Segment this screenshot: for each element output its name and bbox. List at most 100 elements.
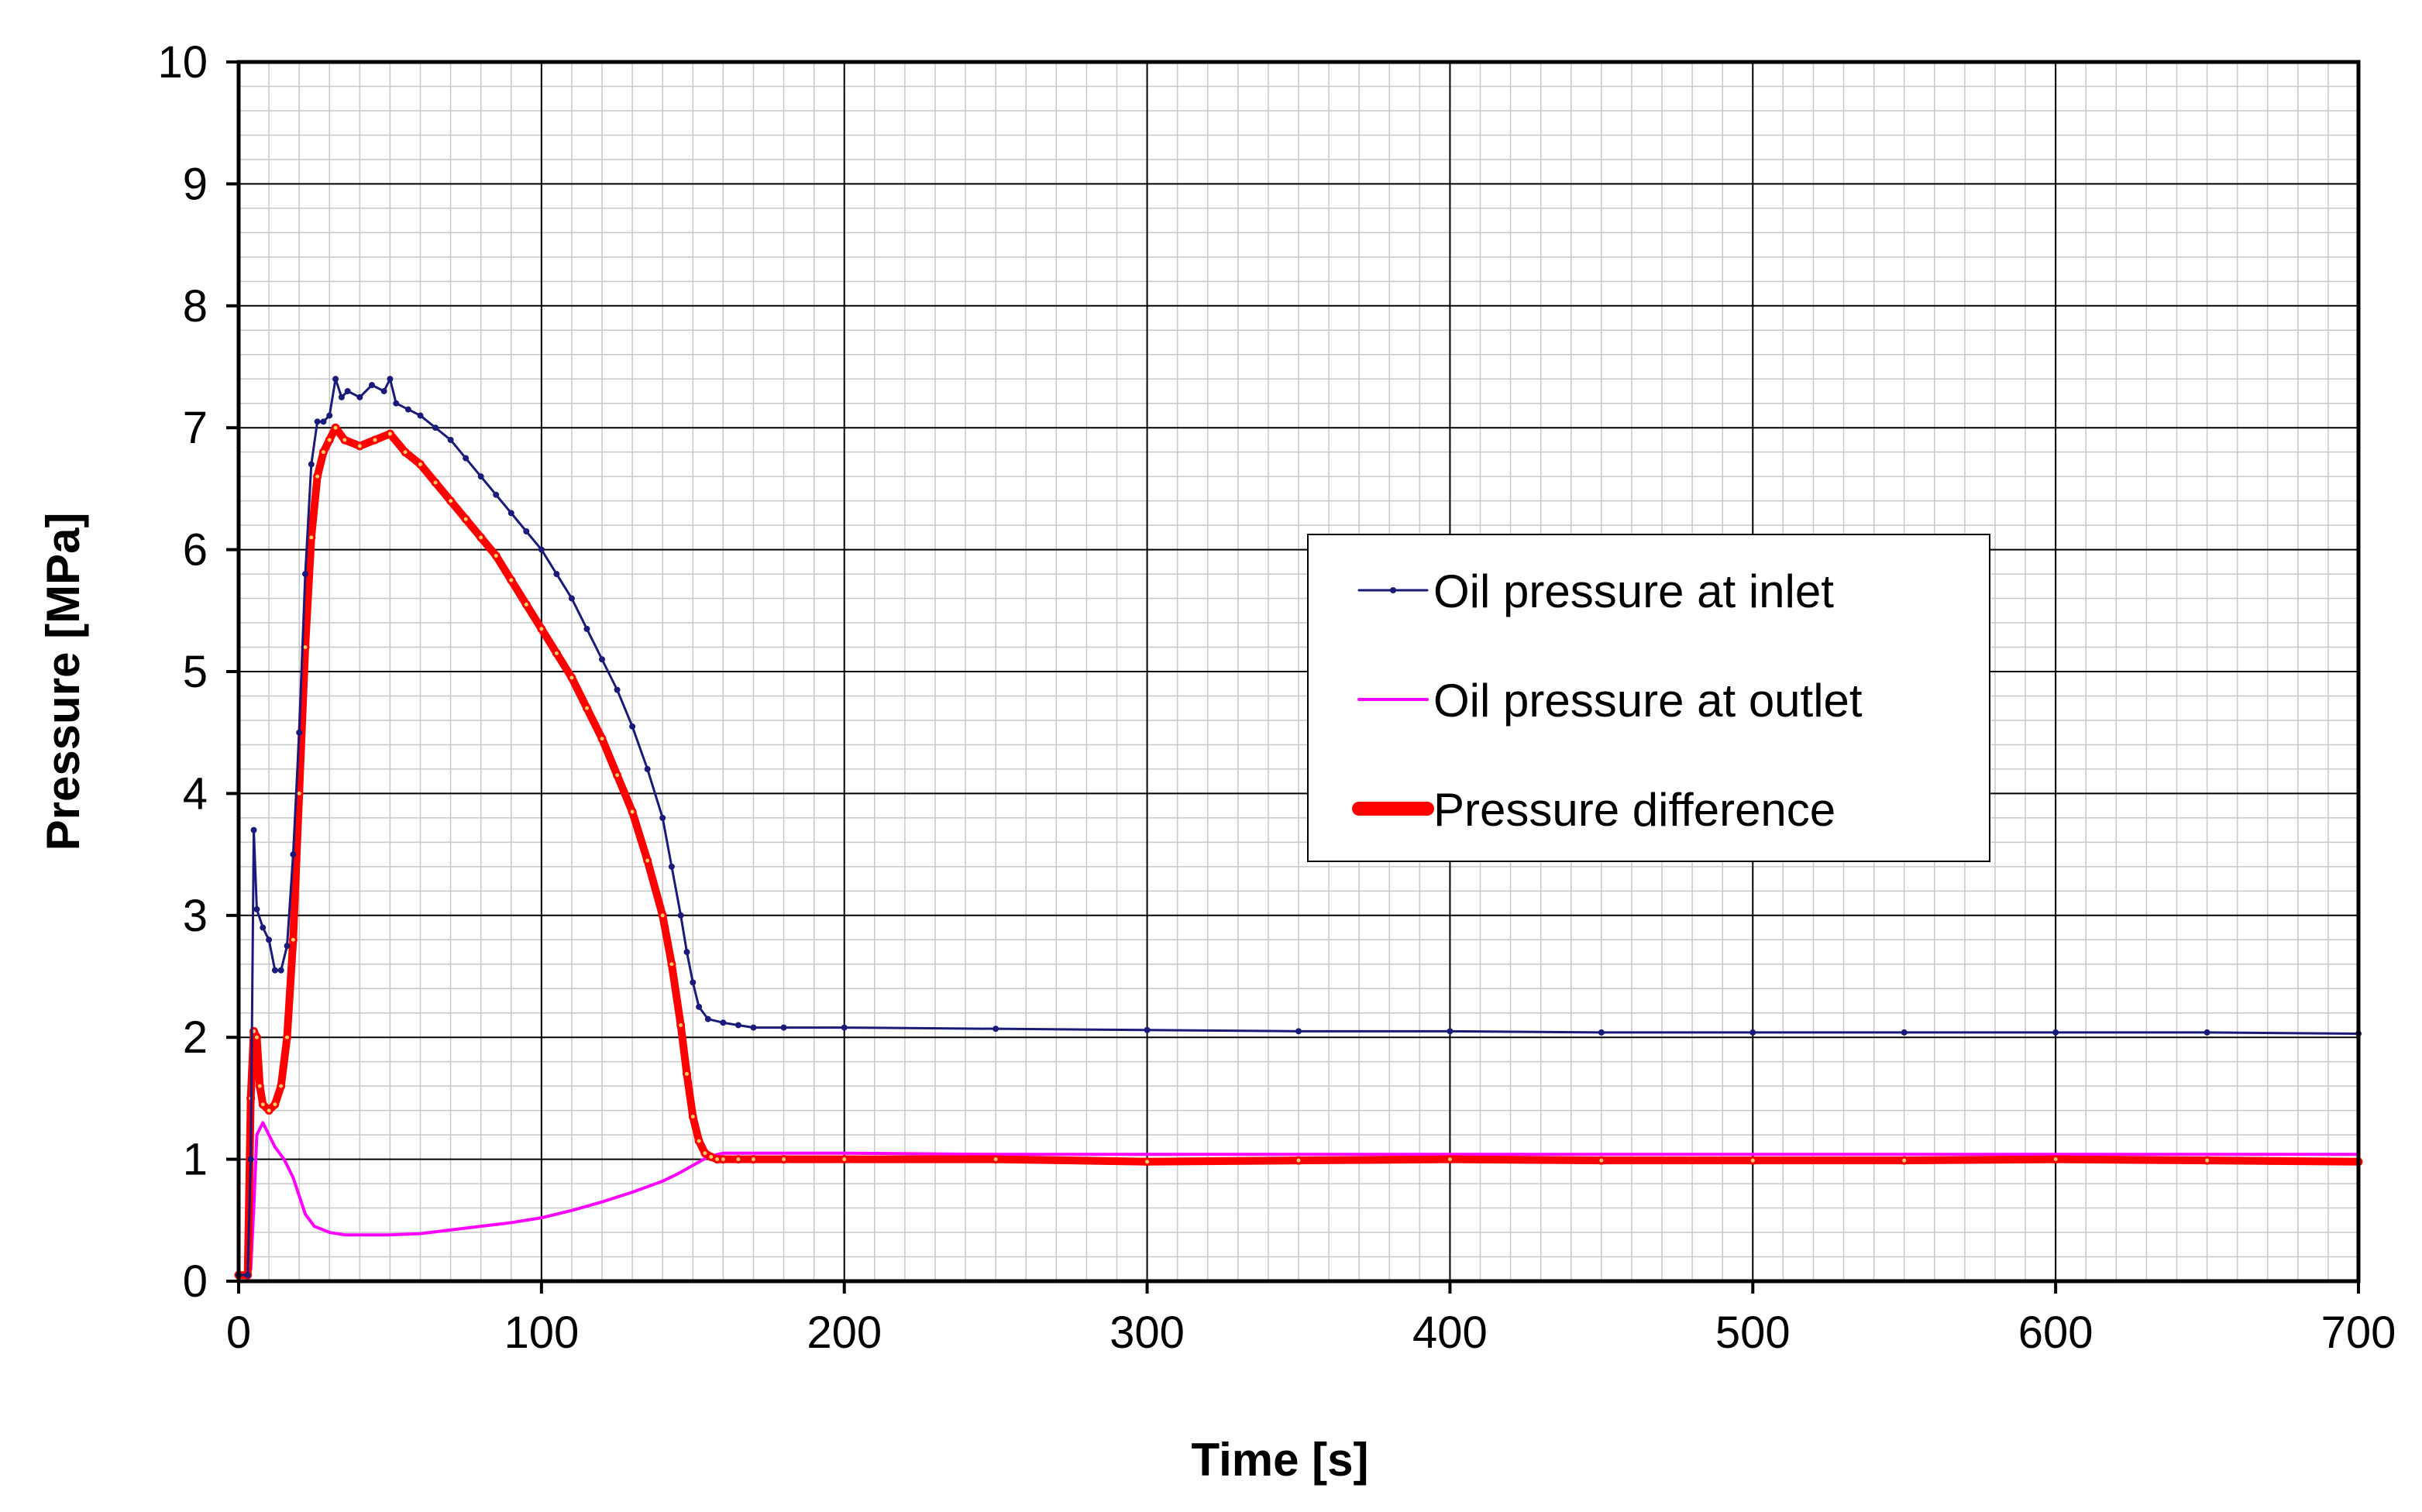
data-point <box>734 1155 743 1164</box>
data-point <box>250 826 257 833</box>
legend-label: Oil pressure at outlet <box>1433 675 1863 727</box>
data-point <box>271 967 278 974</box>
data-point <box>993 1026 999 1033</box>
data-point <box>1447 1028 1454 1035</box>
data-point <box>307 533 316 542</box>
data-point <box>523 527 530 534</box>
data-point <box>735 1022 741 1029</box>
data-point <box>393 400 400 407</box>
data-point <box>404 406 411 413</box>
data-point <box>597 734 607 744</box>
y-tick-label: 10 <box>157 37 208 88</box>
data-point <box>314 418 321 425</box>
legend: Oil pressure at inlet Oil pressure at out… <box>1307 534 1990 862</box>
y-tick-label: 0 <box>183 1256 208 1307</box>
data-point <box>301 571 308 578</box>
data-point <box>780 1024 787 1031</box>
x-tick-label: 0 <box>226 1308 251 1358</box>
data-point <box>244 1272 251 1279</box>
data-point <box>260 924 267 931</box>
data-point <box>476 533 486 542</box>
series-line <box>237 1121 2360 1277</box>
y-tick-label: 4 <box>183 768 208 819</box>
data-point <box>270 1100 280 1109</box>
data-point <box>1143 1157 1152 1167</box>
x-tick-label: 400 <box>1412 1308 1488 1358</box>
legend-entry: Oil pressure at outlet <box>1357 675 1863 727</box>
data-point <box>318 448 328 457</box>
data-point <box>696 1003 703 1010</box>
data-point <box>308 461 315 468</box>
y-axis-ticks: 0 1 2 3 4 5 6 7 8 9 10 <box>157 37 239 1307</box>
data-point <box>643 856 652 865</box>
data-point <box>332 376 339 383</box>
data-point <box>1748 1156 1757 1165</box>
legend-entries: Oil pressure at inlet Oil pressure at out… <box>1352 565 1863 836</box>
data-point <box>840 1155 849 1164</box>
x-tick-label: 100 <box>504 1308 579 1358</box>
data-point <box>355 442 364 451</box>
x-tick-label: 200 <box>807 1308 882 1358</box>
data-point <box>344 387 351 394</box>
series-layer <box>234 376 2363 1280</box>
data-point <box>461 514 470 524</box>
legend-entry: Pressure difference <box>1352 784 1835 836</box>
data-point <box>380 387 387 394</box>
data-point <box>676 1020 686 1029</box>
data-point <box>1597 1156 1606 1165</box>
y-tick-label: 8 <box>183 281 208 332</box>
y-tick-label: 1 <box>183 1135 208 1185</box>
data-point <box>325 435 334 445</box>
data-point <box>491 551 501 560</box>
data-point <box>688 1112 697 1122</box>
data-point <box>284 943 291 950</box>
x-tick-label: 600 <box>2018 1308 2093 1358</box>
data-point <box>252 1033 261 1042</box>
data-point <box>1598 1029 1605 1036</box>
data-point <box>258 1100 267 1109</box>
legend-entry: Oil pressure at inlet <box>1357 565 1834 617</box>
data-point <box>700 1149 710 1158</box>
data-point <box>340 435 349 445</box>
data-point <box>718 1155 728 1164</box>
y-tick-label: 6 <box>183 525 208 576</box>
x-tick-label: 300 <box>1110 1308 1185 1358</box>
y-tick-label: 3 <box>183 891 208 941</box>
data-point <box>507 510 514 517</box>
data-point <box>2051 1155 2060 1164</box>
data-point <box>1294 1156 1303 1165</box>
y-tick-label: 7 <box>183 403 208 453</box>
data-point <box>331 423 340 432</box>
data-point <box>463 455 470 462</box>
data-point <box>320 418 327 425</box>
x-axis-ticks: 0 100 200 300 400 500 600 700 <box>226 1281 2396 1358</box>
data-point <box>283 1033 292 1042</box>
data-point <box>1901 1029 1908 1036</box>
data-point <box>991 1155 1000 1164</box>
data-point <box>1445 1155 1454 1164</box>
data-point <box>748 1155 758 1164</box>
data-point <box>313 472 322 481</box>
data-point <box>659 814 666 821</box>
x-tick-label: 700 <box>2321 1308 2396 1358</box>
data-point <box>1144 1026 1151 1033</box>
data-point <box>677 912 684 919</box>
series-oil-pressure-at-outlet <box>237 1121 2360 1277</box>
data-point <box>1295 1028 1302 1035</box>
data-point <box>356 393 363 400</box>
data-point <box>538 546 545 553</box>
data-point <box>690 979 697 986</box>
data-point <box>432 424 439 431</box>
data-point <box>668 863 675 870</box>
data-point <box>2204 1029 2210 1036</box>
data-point <box>614 686 621 693</box>
data-point <box>568 595 575 602</box>
y-tick-label: 5 <box>183 647 208 697</box>
data-point <box>266 936 273 943</box>
legend-label: Pressure difference <box>1433 784 1835 836</box>
data-point <box>417 412 424 419</box>
legend-marker <box>1390 587 1396 593</box>
data-point <box>288 935 298 944</box>
y-tick-label: 9 <box>183 159 208 209</box>
